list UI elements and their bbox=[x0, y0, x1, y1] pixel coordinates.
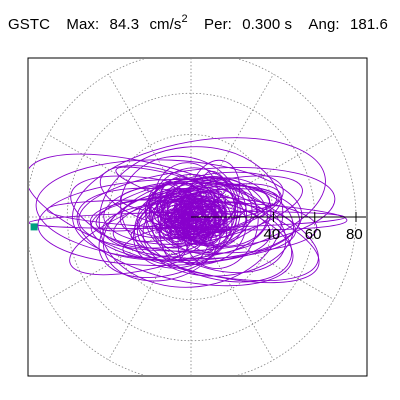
angle-label: Ang: bbox=[308, 16, 340, 33]
orbit-loop-0 bbox=[120, 155, 241, 261]
orbit-loop-120 bbox=[98, 146, 284, 288]
grid-spoke-120 bbox=[108, 73, 192, 218]
grid-spoke-210 bbox=[47, 216, 192, 300]
orbit-loop-118 bbox=[72, 137, 326, 261]
grid-spoke-330 bbox=[190, 216, 335, 300]
max-label: Max: bbox=[66, 16, 100, 33]
grid-spoke-60 bbox=[190, 73, 274, 218]
radial-ticks: 40 60 80 bbox=[264, 212, 363, 243]
orbit-loop-114 bbox=[182, 201, 228, 244]
period-label: Per: bbox=[204, 16, 232, 33]
orbit-loop-4 bbox=[29, 153, 319, 282]
grid-spoke-240 bbox=[108, 216, 192, 361]
max-unit-exponent: 2 bbox=[181, 13, 188, 25]
orbit-loop-29 bbox=[142, 183, 294, 277]
grid-spoke-30 bbox=[190, 134, 335, 218]
orbit-loop-119 bbox=[76, 187, 294, 287]
angle-value: 181.6 bbox=[349, 16, 388, 33]
station-code: GSTC bbox=[8, 16, 51, 33]
header-readout: GSTC Max: 84.3 cm/s2 Per: 0.300 s Ang: 1… bbox=[8, 13, 388, 33]
plot-frame bbox=[27, 57, 368, 377]
orbit-loop-105 bbox=[159, 191, 207, 220]
grid-spoke-150 bbox=[47, 134, 192, 218]
max-direction-marker bbox=[30, 223, 38, 231]
radial-tick-label-60: 60 bbox=[305, 226, 322, 243]
orbit-loop-19 bbox=[136, 190, 293, 283]
orbit-loop-109 bbox=[159, 184, 186, 226]
max-unit: cm/s2 bbox=[149, 13, 188, 33]
radial-tick-label-40: 40 bbox=[264, 226, 281, 243]
orbit-loop-115 bbox=[181, 202, 207, 229]
period-value: 0.300 s bbox=[242, 16, 293, 33]
orbit-loop-107 bbox=[183, 205, 228, 240]
orbit-loop-111 bbox=[160, 208, 197, 244]
grid-spoke-300 bbox=[190, 216, 274, 361]
orbit-trace bbox=[29, 137, 348, 288]
max-value: 84.3 bbox=[109, 16, 140, 33]
radial-tick-label-80: 80 bbox=[346, 226, 363, 243]
orbit-loop-112 bbox=[163, 182, 203, 224]
max-unit-base: cm/s bbox=[149, 16, 182, 33]
orbit-loop-117 bbox=[46, 199, 348, 231]
